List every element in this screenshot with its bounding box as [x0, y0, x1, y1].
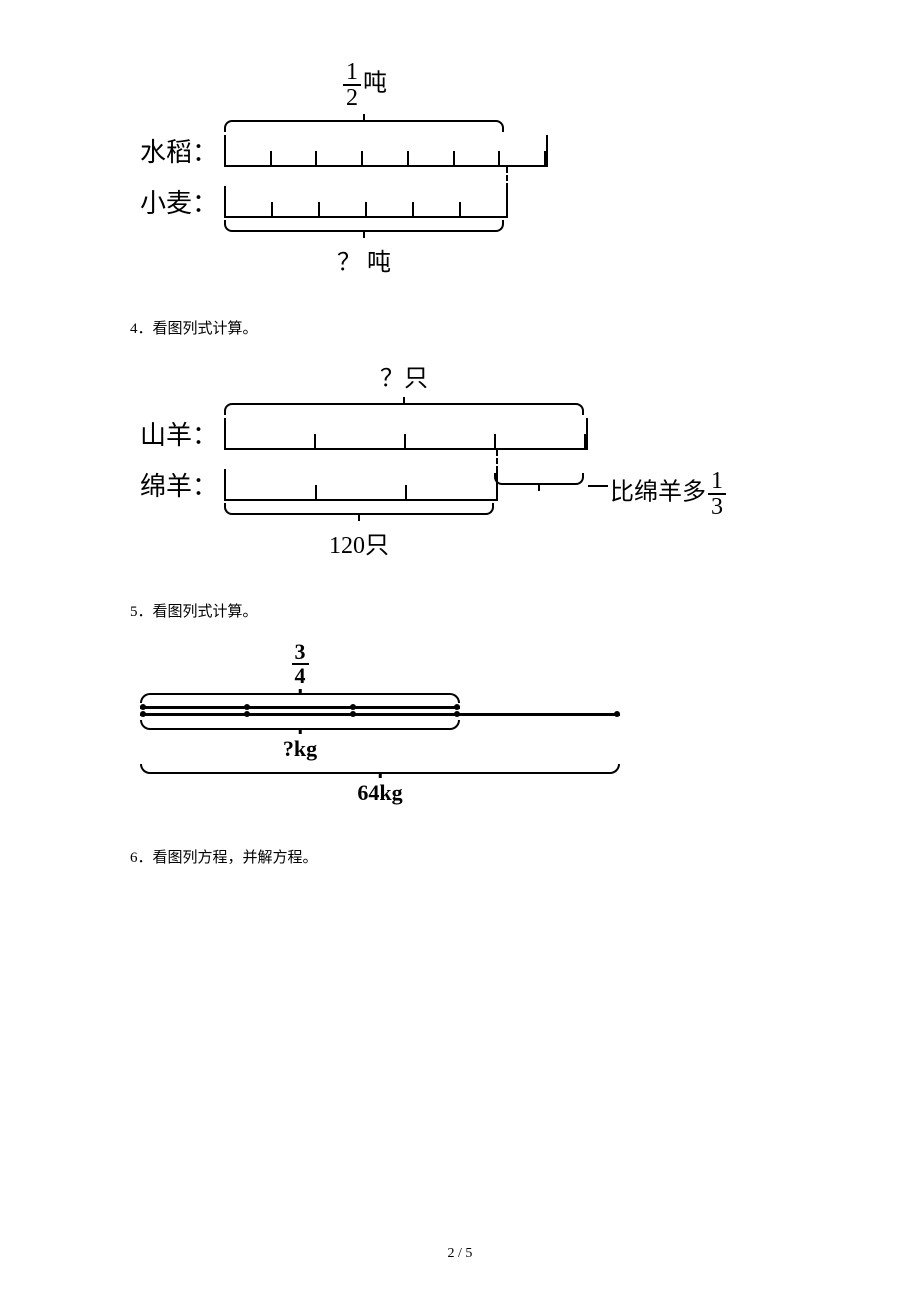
- question-4: 4．看图列式计算。: [130, 317, 800, 338]
- d1-row-wheat: 小麦：: [130, 183, 610, 220]
- diagram-kg: 3 4 ?kg 64kg: [140, 641, 660, 806]
- d1-label-rice: 水稻：: [130, 132, 224, 169]
- d2-bar-goat: [224, 418, 588, 450]
- d3-top-fraction: 3 4: [140, 641, 460, 687]
- d3-line-long: [140, 713, 620, 717]
- d2-top-label: ？只: [224, 358, 584, 393]
- d2-extra-connector: [588, 485, 608, 487]
- page-footer: 2 / 5: [0, 1246, 920, 1262]
- diagram-goat-sheep: ？只 山羊： 比绵羊多 1 3 绵羊：: [130, 358, 750, 560]
- d1-row-rice: 水稻：: [130, 132, 610, 169]
- page-container: 1 2 吨 水稻： 小麦： ？ 吨 4．看图列式计算。 ？只 山羊: [0, 0, 920, 1302]
- diagram-rice-wheat: 1 2 吨 水稻： 小麦： ？ 吨: [130, 60, 610, 277]
- d3-mid-label: ?kg: [140, 736, 460, 762]
- d1-top-label: 1 2 吨: [224, 60, 504, 110]
- d1-bar-wheat: [224, 186, 508, 218]
- d2-bar-sheep: [224, 469, 498, 501]
- frac-den: 3: [708, 495, 726, 519]
- question-6: 6．看图列方程，并解方程。: [130, 846, 800, 867]
- d3-bottom-label: 64kg: [140, 780, 620, 806]
- d1-brace-bottom: [224, 220, 504, 238]
- d1-bottom-label: ？ 吨: [224, 242, 504, 277]
- d1-unit: 吨: [363, 71, 387, 97]
- d2-label-goat: 山羊：: [130, 415, 224, 452]
- d1-bar-rice: [224, 135, 548, 167]
- d3-brace-mid: [140, 720, 460, 734]
- d3-brace-bottom: [140, 764, 620, 778]
- fraction-half: 1 2: [343, 60, 361, 110]
- frac-den: 2: [343, 86, 361, 110]
- fraction-three-quarters: 3 4: [292, 641, 309, 687]
- frac-num: 1: [343, 60, 361, 86]
- d1-label-wheat: 小麦：: [130, 183, 224, 220]
- d3-brace-top: [140, 689, 460, 703]
- frac-num: 1: [708, 469, 726, 495]
- d2-brace-top: [224, 397, 584, 415]
- fraction-third: 1 3: [708, 469, 726, 519]
- question-5: 5．看图列式计算。: [130, 600, 800, 621]
- frac-den: 4: [292, 665, 309, 687]
- d3-line-short-1: [140, 706, 460, 710]
- d2-bottom-label: 120只: [224, 525, 494, 560]
- frac-num: 3: [292, 641, 309, 665]
- d1-brace-top: [224, 114, 504, 132]
- d2-extra-prefix: 比绵羊多: [610, 480, 706, 506]
- d2-brace-bottom: [224, 503, 494, 521]
- d2-row-goat: 山羊：: [130, 415, 750, 452]
- d2-extra-text: 比绵羊多 1 3: [610, 469, 728, 519]
- d2-brace-extra: [494, 473, 584, 491]
- d2-label-sheep: 绵羊：: [130, 466, 224, 503]
